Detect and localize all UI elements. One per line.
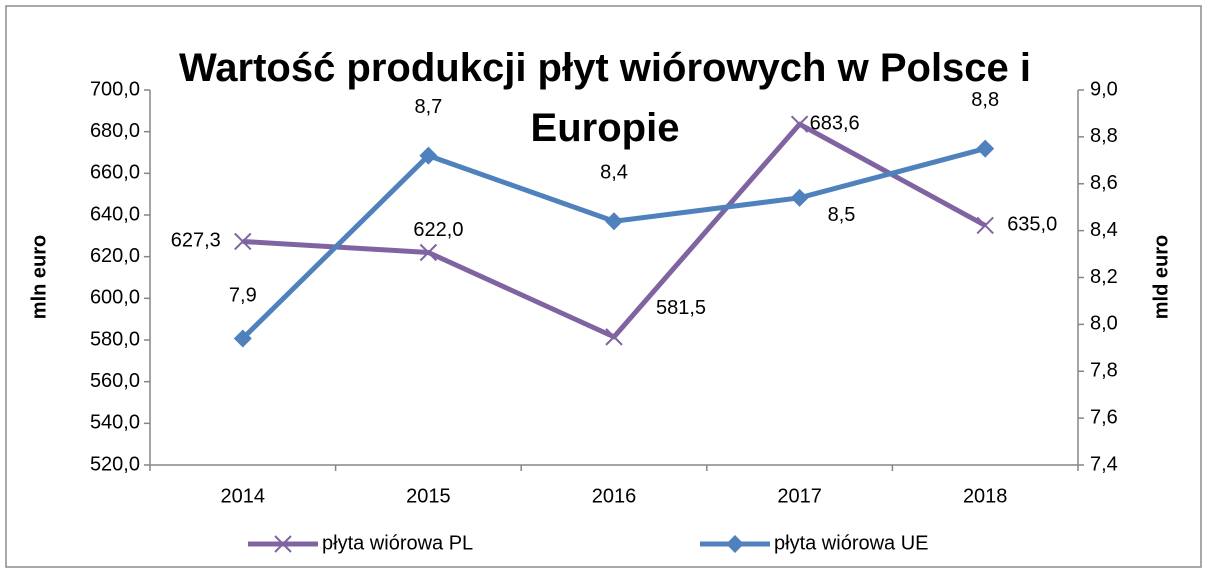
y2-tick-label: 8,4 (1090, 219, 1118, 241)
y2-tick-label: 8,8 (1090, 125, 1118, 147)
marker (790, 115, 809, 133)
marker (419, 243, 438, 262)
series: 7,9 8,7 8,4 8,5 8,8 (229, 89, 999, 348)
x-tick-label: 2018 (963, 485, 1008, 507)
legend-marker (274, 535, 292, 553)
marker (976, 139, 995, 158)
y-tick-label: 660,0 (90, 162, 140, 184)
y-tick-label: 620,0 (90, 245, 140, 267)
y-tick-label: 700,0 (90, 78, 140, 100)
y-axis-label: mln euro (28, 235, 50, 319)
data-label: 627,3 (171, 230, 221, 252)
chart-title: Wartość produkcji płyt wiórowych w Polsc… (178, 46, 1032, 150)
data-label: 8,4 (600, 162, 628, 184)
y-tick-label: 680,0 (90, 120, 140, 142)
y2-tick-label: 8,0 (1090, 313, 1118, 335)
y2-tick-label: 9,0 (1090, 78, 1118, 100)
x-tick-label: 2014 (221, 485, 266, 507)
x-tick-label: 2016 (592, 485, 637, 507)
marker-stroke (976, 216, 994, 235)
data-label: 7,9 (229, 285, 257, 307)
y-tick-label: 540,0 (90, 412, 140, 434)
chart-border (5, 5, 1202, 568)
marker (233, 329, 252, 348)
marker (605, 212, 623, 231)
marker-stroke (419, 243, 438, 262)
marker-stroke (234, 232, 252, 251)
y2-axis-label: mld euro (1150, 235, 1172, 319)
data-label: 8,8 (971, 89, 999, 111)
data-label: 8,7 (414, 96, 442, 118)
legend-label: płyta wiórowa UE (774, 532, 929, 554)
legend-label: płyta wiórowa PL (322, 532, 473, 554)
marker (976, 216, 994, 235)
y2-tick-label: 8,2 (1090, 266, 1118, 288)
y2-tick-label: 8,6 (1090, 172, 1118, 194)
y-tick-label: 640,0 (90, 203, 140, 225)
y-tick-label: 600,0 (90, 287, 140, 309)
y-tick-label: 520,0 (90, 453, 140, 475)
series: 627,3 622,0 581,5 683,6 635,0 (171, 112, 1057, 346)
marker (605, 328, 623, 346)
legend-marker (726, 535, 744, 553)
marker-stroke (274, 535, 292, 553)
data-label: 581,5 (656, 297, 706, 319)
x-tick-label: 2015 (406, 485, 451, 507)
data-label: 683,6 (810, 112, 860, 134)
marker (790, 188, 809, 207)
data-label: 8,5 (828, 204, 856, 226)
data-label: 622,0 (413, 219, 463, 241)
y2-tick-label: 7,4 (1090, 453, 1118, 475)
marker (419, 146, 438, 165)
marker-stroke (605, 328, 623, 346)
y-tick-label: 560,0 (90, 370, 140, 392)
y2-tick-label: 7,6 (1090, 406, 1118, 428)
y-tick-label: 580,0 (90, 328, 140, 350)
marker (234, 232, 252, 251)
data-label: 635,0 (1007, 214, 1057, 236)
marker-stroke (790, 115, 809, 133)
y2-tick-label: 7,8 (1090, 360, 1118, 382)
x-tick-label: 2017 (777, 485, 822, 507)
